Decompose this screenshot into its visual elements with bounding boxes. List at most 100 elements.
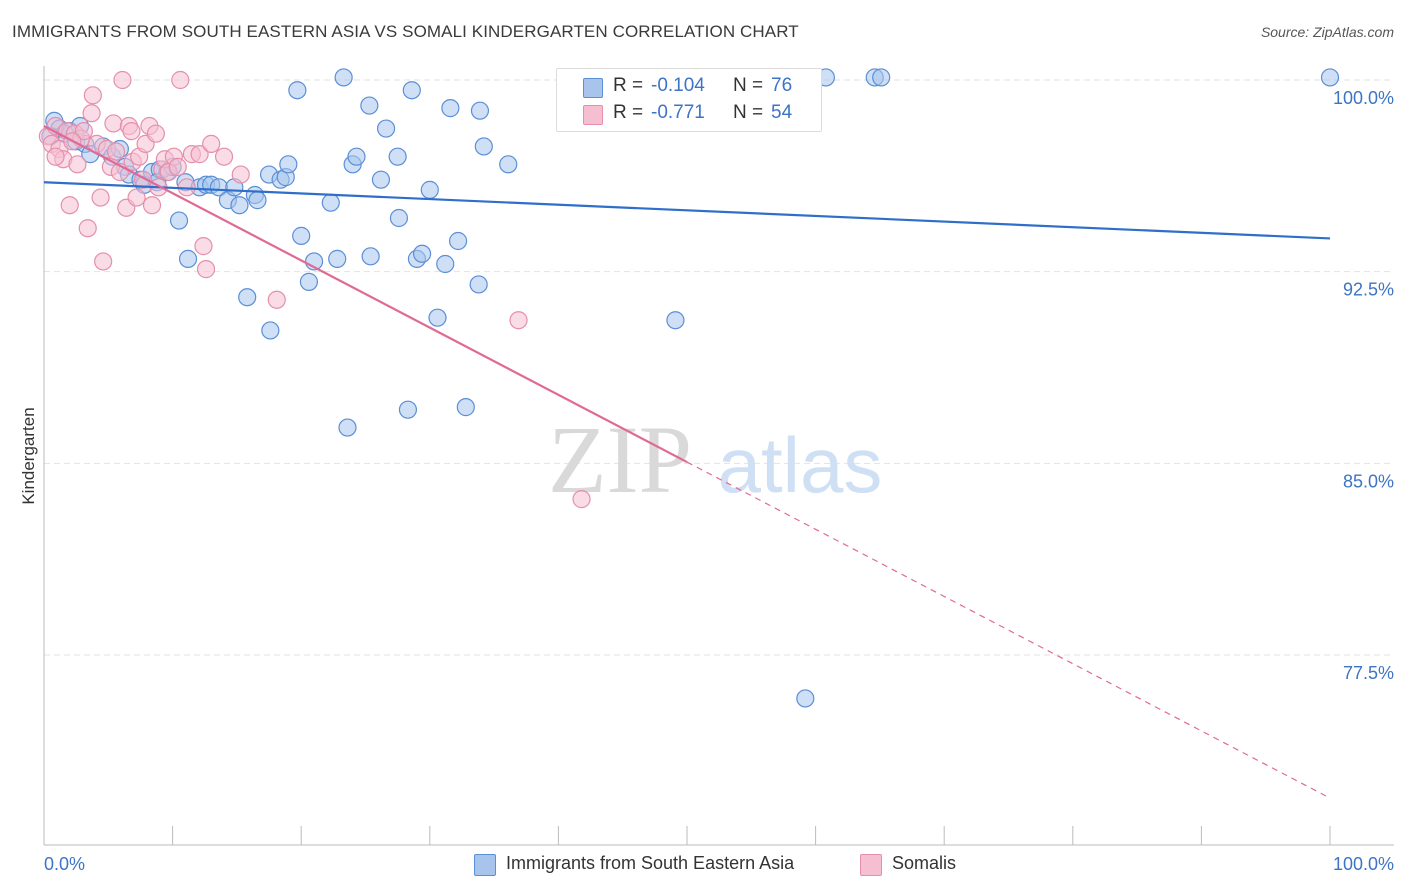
legend-r-label: R =: [613, 102, 644, 123]
sea-point: [248, 191, 267, 210]
y-tick-labels: 100.0% 92.5% 85.0% 77.5%: [1333, 88, 1394, 683]
sea-point: [1320, 68, 1340, 87]
somali-point: [202, 134, 221, 153]
grid-lines: [44, 79, 1394, 656]
somali-point: [509, 311, 528, 330]
sea-point: [361, 247, 380, 266]
somali-point: [146, 124, 165, 143]
watermark-zip: ZIP: [548, 406, 692, 513]
y-tick-label: 85.0%: [1343, 471, 1394, 491]
somali-point: [267, 290, 286, 309]
sea-point: [347, 147, 366, 166]
source-label: Source: ZipAtlas.com: [1260, 24, 1394, 40]
sea-point: [288, 81, 307, 100]
sea-point: [238, 288, 257, 307]
sea-point: [436, 254, 455, 274]
sea-point: [279, 155, 298, 174]
sea-point: [398, 400, 418, 419]
watermark-atlas: atlas: [718, 421, 883, 509]
bottom-legend-swatch-sea: [474, 854, 496, 876]
somali-point: [104, 114, 123, 133]
sea-point: [389, 208, 409, 228]
sea-point: [261, 321, 280, 340]
legend-r-value-somali: -0.771: [651, 102, 705, 123]
correlation-legend: R = -0.104 N = 76 R = -0.771 N = 54: [556, 68, 822, 132]
somali-point: [60, 196, 79, 215]
legend-n-value-somali: 54: [771, 102, 793, 123]
sea-point: [178, 249, 198, 268]
somali-point: [196, 260, 216, 279]
somali-point: [194, 237, 213, 256]
sea-point: [169, 211, 189, 230]
sea-point: [441, 99, 460, 118]
somali-point: [214, 147, 234, 166]
sea-point: [448, 231, 468, 251]
somali-point: [74, 122, 93, 141]
somali-point: [68, 155, 87, 174]
y-axis-label: Kindergarten: [19, 407, 38, 504]
trend-line-somali-extrapolated: [686, 461, 1331, 799]
legend-r-label: R =: [613, 75, 644, 96]
sea-point: [371, 170, 391, 189]
sea-point: [428, 308, 447, 327]
series-somali-points: [38, 70, 591, 509]
sea-point: [230, 196, 249, 215]
sea-point: [360, 96, 379, 115]
somali-point: [82, 104, 101, 123]
bottom-legend-label-somali: Somalis: [892, 853, 957, 873]
sea-point: [796, 689, 815, 708]
somali-point: [113, 70, 132, 90]
sea-point: [292, 226, 311, 245]
legend-swatch-somali: [583, 105, 603, 125]
somali-point: [122, 122, 141, 141]
legend-n-label: N =: [733, 75, 764, 96]
somali-point: [78, 219, 97, 238]
y-tick-label: 100.0%: [1333, 88, 1394, 108]
somali-point: [231, 165, 250, 184]
somali-point: [572, 490, 591, 509]
bottom-legend-swatch-somali: [860, 854, 882, 876]
sea-point: [474, 137, 493, 156]
somali-point: [171, 70, 190, 90]
sea-point: [456, 398, 475, 417]
sea-point: [412, 244, 432, 263]
somali-point: [106, 142, 126, 161]
legend-n-value-sea: 76: [771, 75, 793, 96]
sea-point: [321, 193, 340, 212]
somali-point: [168, 157, 187, 176]
bottom-legend-label-sea: Immigrants from South Eastern Asia: [506, 853, 795, 873]
somali-point: [46, 147, 65, 166]
somali-point: [127, 188, 146, 207]
somali-point: [83, 86, 102, 105]
legend-n-label: N =: [733, 102, 764, 123]
somali-point: [94, 252, 113, 271]
sea-point: [338, 418, 357, 437]
legend-swatch-sea: [583, 78, 603, 98]
sea-point: [666, 311, 685, 330]
sea-point: [470, 101, 490, 120]
x-tick-label-max: 100.0%: [1333, 854, 1394, 874]
trend-line-somali: [43, 125, 688, 464]
y-tick-label: 77.5%: [1343, 663, 1394, 683]
somali-point: [142, 196, 162, 215]
sea-point: [388, 147, 407, 166]
sea-point: [328, 249, 347, 268]
series-sea-points: [41, 68, 1340, 708]
trend-line-sea: [43, 181, 1331, 240]
axes: [43, 66, 1394, 846]
x-tick-label-min: 0.0%: [44, 854, 85, 874]
chart-title: IMMIGRANTS FROM SOUTH EASTERN ASIA VS SO…: [12, 22, 799, 41]
sea-point: [499, 155, 518, 174]
trend-lines: [43, 125, 1331, 799]
sea-point: [376, 119, 396, 138]
y-tick-label: 92.5%: [1343, 280, 1394, 300]
sea-point: [299, 272, 319, 291]
sea-point: [872, 68, 891, 87]
somali-point: [91, 188, 110, 207]
sea-point: [402, 81, 421, 100]
sea-point: [334, 68, 353, 87]
somali-point: [190, 145, 209, 164]
legend-r-value-sea: -0.104: [651, 75, 705, 96]
sea-point: [469, 275, 488, 294]
